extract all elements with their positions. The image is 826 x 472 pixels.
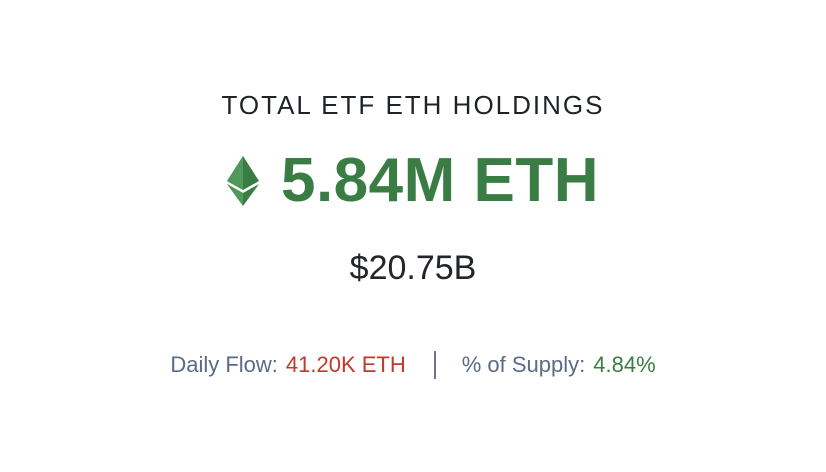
holdings-row: 5.84M ETH [0, 148, 826, 214]
daily-flow-label: Daily Flow: [170, 352, 278, 377]
card-title: TOTAL ETF ETH HOLDINGS [221, 90, 605, 120]
stats-row: Daily Flow: 41.20K ETH % of Supply: 4.84… [0, 350, 826, 380]
supply-label: % of Supply: [461, 352, 586, 377]
stats-divider [433, 351, 436, 379]
holdings-value: 5.84M ETH [280, 146, 600, 215]
ethereum-icon [226, 156, 259, 206]
daily-flow-value: 41.20K ETH [285, 352, 406, 377]
usd-value: $20.75B [349, 249, 477, 287]
supply-value: 4.84% [593, 352, 656, 377]
